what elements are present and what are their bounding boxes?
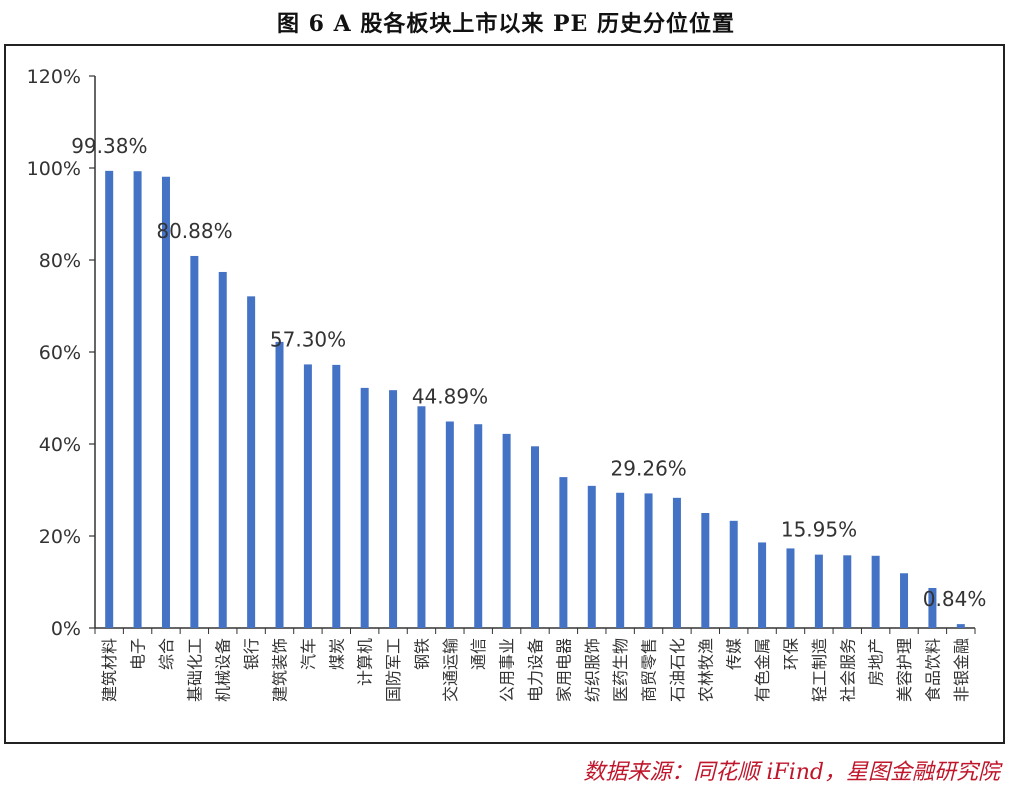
x-category-label: 国防军工 [384, 638, 403, 702]
bar-2 [133, 171, 142, 628]
x-category-label: 机械设备 [214, 638, 233, 702]
x-category-label: 电力设备 [526, 638, 545, 702]
x-category-label: 电子 [129, 638, 148, 670]
bar-29 [900, 573, 909, 628]
bar-10 [360, 387, 369, 628]
bar-20 [644, 493, 653, 628]
x-category-label: 基础化工 [185, 638, 204, 702]
bar-15 [502, 433, 511, 628]
x-category-label: 钢铁 [412, 638, 431, 670]
data-label: 0.84% [923, 587, 987, 611]
data-source-note: 数据来源：同花顺 iFind，星图金融研究院 [583, 760, 1000, 785]
bar-23 [729, 520, 738, 628]
bar-18 [587, 485, 596, 628]
y-tick-label: 100% [27, 158, 81, 180]
x-category-label: 环保 [781, 638, 800, 670]
y-tick-label: 60% [39, 342, 81, 364]
bar-26 [814, 554, 823, 628]
chart-title: 图 6 A 股各板块上市以来 PE 历史分位位置 [277, 11, 735, 37]
bar-12 [417, 406, 426, 628]
x-category-label: 社会服务 [838, 638, 857, 702]
bar-5 [218, 271, 227, 628]
bar-21 [672, 497, 681, 628]
x-category-label: 家用电器 [554, 638, 573, 702]
x-category-label: 石油石化 [668, 638, 687, 702]
bar-31 [956, 624, 965, 628]
bar-6 [247, 296, 256, 628]
bar-27 [843, 555, 852, 628]
data-label: 80.88% [156, 219, 232, 243]
bar-28 [871, 555, 880, 628]
x-category-label: 计算机 [356, 638, 375, 686]
x-category-label: 综合 [157, 638, 176, 670]
x-category-label: 公用事业 [498, 638, 517, 702]
data-label: 57.30% [270, 327, 346, 351]
x-category-label: 通信 [469, 638, 488, 670]
x-category-label: 商贸零售 [640, 638, 659, 702]
x-category-label: 有色金属 [753, 638, 772, 702]
x-category-label: 建筑装饰 [271, 638, 290, 702]
data-label: 15.95% [781, 518, 857, 542]
x-category-label: 传媒 [725, 638, 744, 670]
bar-30 [928, 587, 937, 628]
y-tick-label: 80% [39, 250, 81, 272]
x-category-label: 医药生物 [611, 638, 630, 702]
x-category-label: 房地产 [867, 638, 886, 686]
bar-1 [105, 170, 114, 629]
x-category-label: 建筑材料 [100, 638, 119, 702]
x-category-label: 美容护理 [895, 638, 914, 702]
bar-14 [474, 424, 483, 628]
x-category-label: 食品饮料 [923, 638, 942, 702]
x-category-label: 纺织服饰 [583, 638, 602, 702]
bar-11 [389, 390, 398, 628]
x-category-label: 农林牧渔 [696, 638, 715, 702]
bar-25 [786, 548, 795, 628]
data-label: 44.89% [412, 385, 488, 409]
bar-8 [303, 364, 312, 628]
bar-17 [559, 477, 568, 628]
x-category-label: 轻工制造 [810, 638, 829, 702]
x-category-label: 交通运输 [441, 638, 460, 702]
x-category-label: 汽车 [299, 638, 318, 670]
bar-22 [701, 513, 710, 628]
bar-19 [616, 492, 625, 628]
y-tick-label: 40% [39, 434, 81, 456]
chart-frame [4, 44, 1005, 744]
y-tick-label: 20% [39, 526, 81, 548]
bar-7 [275, 341, 284, 628]
bar-3 [161, 176, 170, 629]
x-category-label: 煤炭 [327, 638, 346, 670]
x-category-label: 银行 [242, 638, 261, 670]
bar-9 [332, 364, 341, 628]
data-label: 29.26% [611, 456, 687, 480]
bar-24 [758, 542, 767, 628]
x-category-label: 非银金融 [952, 638, 971, 702]
y-tick-label: 120% [27, 66, 81, 88]
bar-16 [531, 446, 539, 628]
bar-13 [445, 421, 454, 628]
data-label: 99.38% [71, 134, 147, 158]
y-tick-label: 0% [51, 618, 81, 640]
bar-4 [190, 255, 199, 628]
